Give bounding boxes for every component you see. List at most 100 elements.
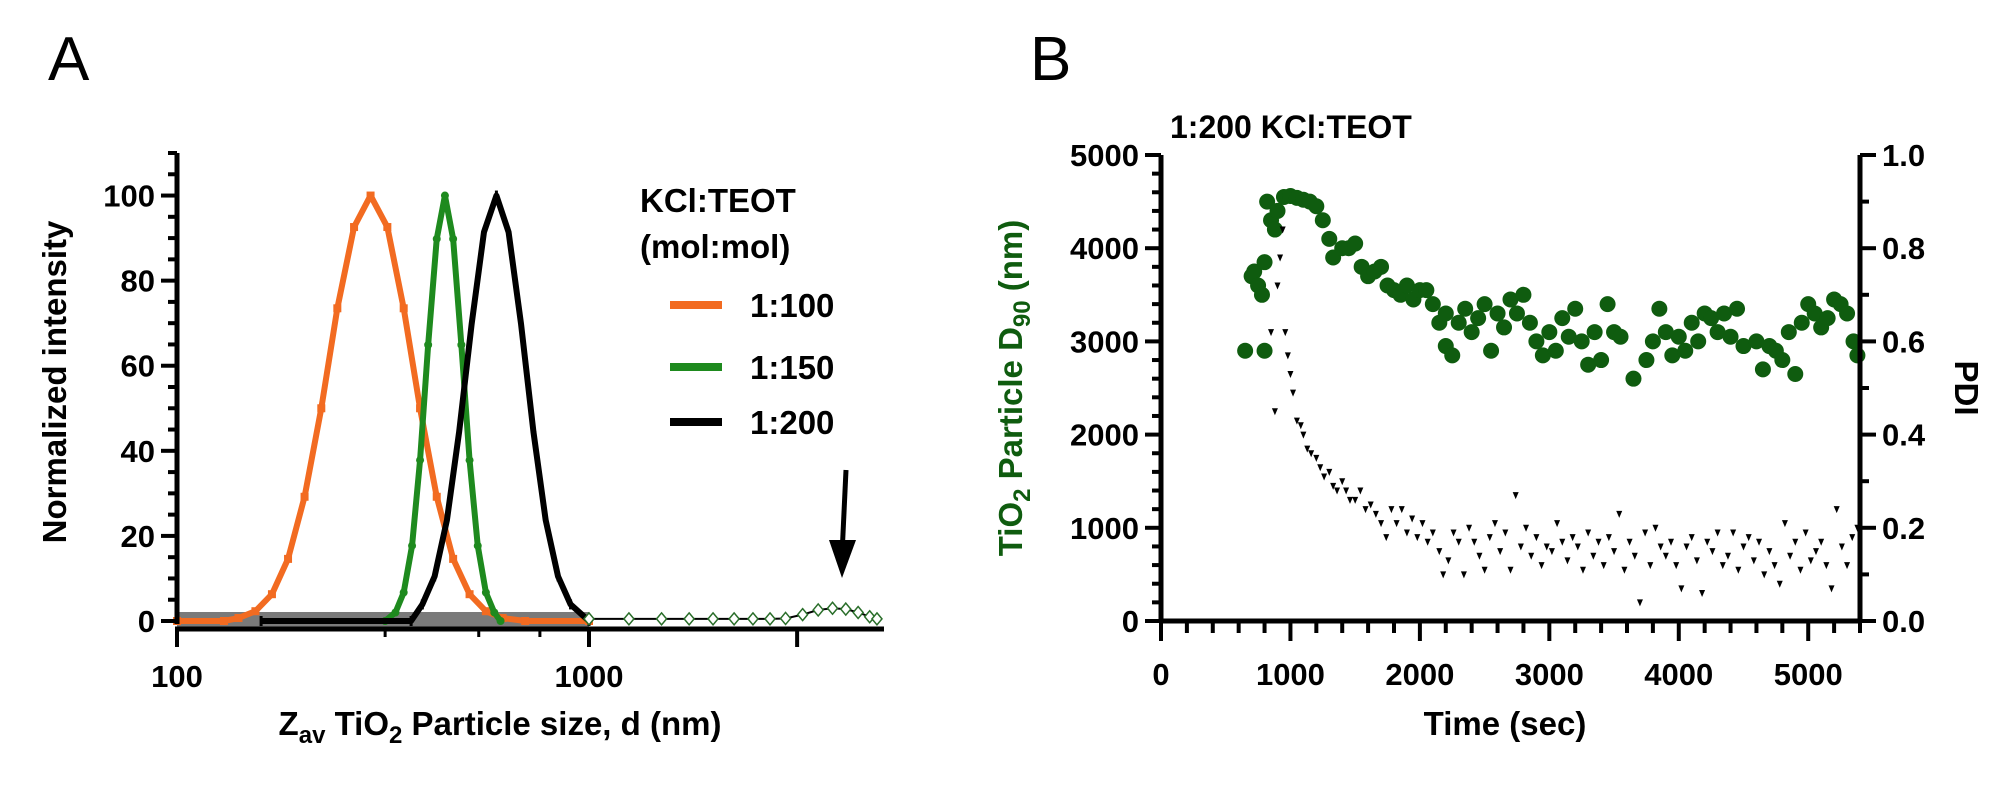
data-point: [1321, 230, 1338, 247]
data-point: [470, 319, 474, 330]
data-point: [1538, 562, 1545, 570]
data-point: [1819, 310, 1836, 327]
arrow-annotation: [829, 469, 856, 578]
data-point: [1256, 254, 1273, 271]
y2-tick-label: 1.0: [1882, 138, 1925, 173]
data-point: [1483, 342, 1500, 359]
data-point: [399, 304, 408, 313]
data-point: [259, 616, 263, 626]
data-point: [1373, 258, 1390, 275]
series-line: [177, 192, 589, 624]
data-point: [416, 404, 425, 413]
data-point: [764, 611, 776, 627]
data-point: [507, 227, 511, 238]
data-point: [1383, 534, 1390, 542]
data-point: [420, 599, 424, 610]
data-point: [1647, 562, 1654, 570]
data-point: [333, 304, 342, 313]
data-point: [1806, 305, 1823, 322]
data-point: [1440, 571, 1447, 579]
x-tick-label: 5000: [1774, 657, 1843, 692]
data-point: [1393, 520, 1400, 528]
data-point: [1642, 529, 1649, 537]
y-tick-label: 80: [121, 264, 155, 299]
data-point: [1670, 328, 1687, 345]
data-point: [583, 611, 595, 627]
data-point: [1756, 538, 1763, 546]
chart-a-marks: [173, 190, 883, 628]
data-point: [409, 616, 413, 626]
data-point: [449, 554, 458, 563]
data-point: [1352, 496, 1359, 504]
data-point: [1625, 370, 1642, 387]
data-point: [234, 614, 243, 623]
data-point: [1279, 226, 1286, 234]
data-point: [1771, 562, 1778, 570]
data-point: [1780, 324, 1797, 341]
chart-b-x-axis-label: Time (sec): [1424, 705, 1587, 742]
data-point: [267, 590, 276, 599]
data-point: [870, 611, 883, 627]
data-point: [1766, 548, 1773, 556]
data-point: [1580, 356, 1597, 373]
legend-title: KCl:TEOT: [640, 182, 796, 219]
data-point: [465, 456, 474, 465]
data-point: [1266, 221, 1283, 238]
data-point: [1424, 538, 1431, 546]
data-point: [839, 601, 852, 617]
data-point: [1357, 487, 1364, 495]
data-point: [519, 319, 523, 330]
data-point: [1515, 286, 1532, 303]
series-line: [261, 192, 592, 624]
chart-a-y-axis-label: Normalized intensity: [36, 220, 73, 543]
y2-tick-label: 0.4: [1882, 418, 1926, 453]
data-point: [1616, 510, 1623, 518]
data-point: [1343, 487, 1350, 495]
data-point: [1745, 534, 1752, 542]
data-point: [490, 608, 499, 617]
data-point: [683, 611, 696, 627]
data-point: [465, 590, 474, 599]
data-point: [433, 571, 437, 582]
data-point: [457, 426, 461, 437]
data-point: [432, 492, 441, 501]
data-point: [1683, 314, 1700, 331]
data-point: [521, 617, 530, 625]
data-point: [1256, 342, 1273, 359]
data-point: [1517, 543, 1524, 551]
x-tick-label: 0: [1152, 657, 1169, 692]
data-point: [1497, 548, 1504, 556]
data-point: [1586, 324, 1603, 341]
data-point: [1528, 333, 1545, 350]
data-point: [1750, 557, 1757, 565]
data-point: [1450, 314, 1467, 331]
chart-a-legend: KCl:TEOT (mol:mol) 1:100 1:150 1:200: [640, 182, 834, 441]
y-tick-label: 1000: [1070, 511, 1139, 546]
data-point: [1839, 305, 1856, 322]
data-point: [1823, 562, 1830, 570]
data-point: [1290, 389, 1297, 397]
data-point: [1528, 552, 1535, 560]
data-point: [1282, 329, 1289, 337]
data-point: [1714, 529, 1721, 537]
data-point: [1792, 538, 1799, 546]
y-tick-label: 5000: [1070, 138, 1139, 173]
chart-b: 1:200 KCl:TEOT 0100020003000400050000.00…: [992, 109, 1985, 742]
data-point: [1253, 286, 1270, 303]
data-point: [1652, 524, 1659, 532]
data-point: [1308, 198, 1325, 215]
y-tick-label: 0: [1122, 604, 1139, 639]
data-point: [1574, 543, 1581, 551]
data-point: [1508, 305, 1525, 322]
x-tick-label: 1000: [1256, 657, 1325, 692]
data-point: [544, 515, 548, 526]
data-point: [1314, 212, 1331, 229]
data-point: [1564, 557, 1571, 565]
data-point: [1362, 506, 1369, 514]
data-point: [350, 223, 359, 232]
data-point: [1445, 557, 1452, 565]
data-point: [1388, 506, 1395, 514]
data-point: [219, 617, 228, 625]
data-point: [728, 611, 741, 627]
data-point: [1507, 566, 1514, 574]
